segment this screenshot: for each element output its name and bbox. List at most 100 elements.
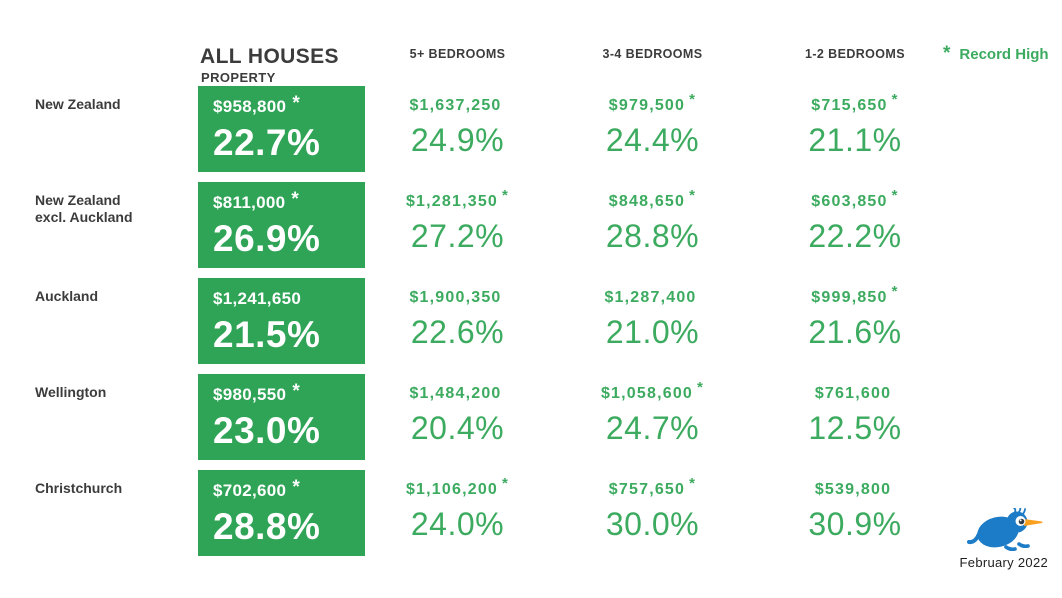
price-value: $1,637,250 xyxy=(409,97,502,114)
region-label: Wellington xyxy=(35,384,107,400)
median-price: $603,850 * xyxy=(755,188,955,211)
row-spacer xyxy=(955,278,1062,364)
region-label: Christchurch xyxy=(35,480,123,496)
price-value: $1,281,350 xyxy=(405,193,499,210)
annual-change: 28.8% xyxy=(605,218,700,254)
annual-change: 26.9% xyxy=(213,218,321,259)
record-high-asterisk: * xyxy=(689,91,697,108)
annual-change: 22.2% xyxy=(808,218,902,254)
price-value: $958,800 xyxy=(213,97,287,116)
record-high-label: Record High xyxy=(959,46,1049,63)
region-label: New Zealand xyxy=(35,96,121,112)
record-high-asterisk: * xyxy=(689,475,697,492)
median-price: $1,281,350 * xyxy=(365,188,550,211)
median-price: $1,484,200 xyxy=(365,385,550,403)
all-houses-title: ALL HOUSES xyxy=(200,45,339,68)
row-spacer xyxy=(955,182,1062,268)
table-row-christchurch: Christchurch $702,600 * 28.8% $1,106,200 *… xyxy=(0,470,1062,556)
annual-change: 30.9% xyxy=(808,506,902,542)
all-houses-cell: $958,800 * 22.7% xyxy=(198,86,365,172)
cell-1-2-bedrooms: $603,850 * 22.2% xyxy=(755,182,955,268)
cell-3-4-bedrooms: $1,287,400 21.0% xyxy=(550,278,755,364)
cell-1-2-bedrooms: $999,850 * 21.6% xyxy=(755,278,955,364)
price-value: $603,850 xyxy=(811,193,888,210)
property-subtitle: PROPERTY xyxy=(201,70,276,85)
annual-change: 21.6% xyxy=(808,314,902,350)
table-row-auckland: Auckland $1,241,650 21.5% $1,900,350 22.… xyxy=(0,278,1062,364)
median-price: $999,850 * xyxy=(755,284,955,307)
annual-change: 24.9% xyxy=(410,122,505,158)
annual-change: 21.1% xyxy=(808,122,902,158)
price-value: $1,484,200 xyxy=(409,385,502,402)
price-value: $811,000 xyxy=(213,193,286,212)
cell-3-4-bedrooms: $757,650 * 30.0% xyxy=(550,470,755,556)
annual-change: 27.2% xyxy=(410,218,505,254)
median-price: $848,650 * xyxy=(550,188,755,211)
median-price: $1,241,650 xyxy=(213,289,350,309)
record-high-asterisk: * xyxy=(292,381,301,402)
annual-change: 28.8% xyxy=(213,506,321,547)
price-value: $848,650 xyxy=(608,193,686,210)
price-value: $1,287,400 xyxy=(604,289,697,306)
price-value: $761,600 xyxy=(814,385,892,402)
table-row-new-zealand: New Zealand $958,800 * 22.7% $1,637,250 2… xyxy=(0,86,1062,172)
footer: February 2022 xyxy=(960,508,1048,570)
price-value: $999,850 xyxy=(811,289,888,306)
kiwi-bird-logo-icon xyxy=(966,508,1043,552)
price-value: $1,241,650 xyxy=(213,289,302,308)
record-high-asterisk: * xyxy=(502,187,510,204)
price-value: $715,650 xyxy=(811,97,888,114)
median-price: $980,550 * xyxy=(213,382,350,405)
record-high-legend: * Record High xyxy=(943,43,1062,64)
cell-5plus-bedrooms: $1,281,350 * 27.2% xyxy=(365,182,550,268)
data-rows: New Zealand $958,800 * 22.7% $1,637,250 2… xyxy=(0,86,1062,556)
median-price: $715,650 * xyxy=(755,92,955,115)
median-price: $761,600 xyxy=(755,385,955,403)
all-houses-cell: $702,600 * 28.8% xyxy=(198,470,365,556)
record-high-asterisk: * xyxy=(891,91,899,108)
median-price: $1,058,600 * xyxy=(550,380,755,403)
median-price: $757,650 * xyxy=(550,476,755,499)
record-high-asterisk: * xyxy=(502,475,510,492)
annual-change: 22.7% xyxy=(213,122,321,163)
cell-5plus-bedrooms: $1,637,250 24.9% xyxy=(365,86,550,172)
all-houses-cell: $1,241,650 21.5% xyxy=(198,278,365,364)
annual-change: 24.0% xyxy=(410,506,505,542)
price-value: $1,058,600 xyxy=(600,385,694,402)
price-value: $539,800 xyxy=(814,481,892,498)
annual-change: 23.0% xyxy=(213,410,321,451)
cell-1-2-bedrooms: $715,650 * 21.1% xyxy=(755,86,955,172)
median-price: $539,800 xyxy=(755,481,955,499)
annual-change: 24.4% xyxy=(605,122,700,158)
median-price: $1,637,250 xyxy=(365,97,550,115)
cell-3-4-bedrooms: $1,058,600 * 24.7% xyxy=(550,374,755,460)
header-row: ALL HOUSES PROPERTY 5+ BEDROOMS 3-4 BEDR… xyxy=(0,0,1062,86)
median-price: $958,800 * xyxy=(213,94,350,117)
all-houses-cell: $980,550 * 23.0% xyxy=(198,374,365,460)
record-high-asterisk: * xyxy=(689,187,697,204)
column-header-1-2-bedrooms: 1-2 BEDROOMS xyxy=(805,47,905,61)
date-label: February 2022 xyxy=(959,555,1048,570)
median-price: $1,287,400 xyxy=(550,289,755,307)
table-row-wellington: Wellington $980,550 * 23.0% $1,484,200 20… xyxy=(0,374,1062,460)
median-price: $1,900,350 xyxy=(365,289,550,307)
median-price: $1,106,200 * xyxy=(365,476,550,499)
record-high-asterisk-icon: * xyxy=(943,43,951,64)
row-spacer xyxy=(955,374,1062,460)
cell-5plus-bedrooms: $1,484,200 20.4% xyxy=(365,374,550,460)
price-value: $980,550 xyxy=(213,385,287,404)
annual-change: 20.4% xyxy=(410,410,505,446)
column-header-3-4-bedrooms: 3-4 BEDROOMS xyxy=(602,47,703,61)
annual-change: 21.5% xyxy=(213,314,321,355)
row-spacer xyxy=(955,86,1062,172)
record-high-asterisk: * xyxy=(292,477,301,498)
column-header-5plus-bedrooms: 5+ BEDROOMS xyxy=(409,47,506,61)
price-value: $1,106,200 xyxy=(405,481,499,498)
median-price: $811,000 * xyxy=(213,190,350,213)
cell-3-4-bedrooms: $979,500 * 24.4% xyxy=(550,86,755,172)
cell-1-2-bedrooms: $761,600 12.5% xyxy=(755,374,955,460)
median-price: $979,500 * xyxy=(550,92,755,115)
record-high-asterisk: * xyxy=(891,283,899,300)
record-high-asterisk: * xyxy=(291,189,300,210)
